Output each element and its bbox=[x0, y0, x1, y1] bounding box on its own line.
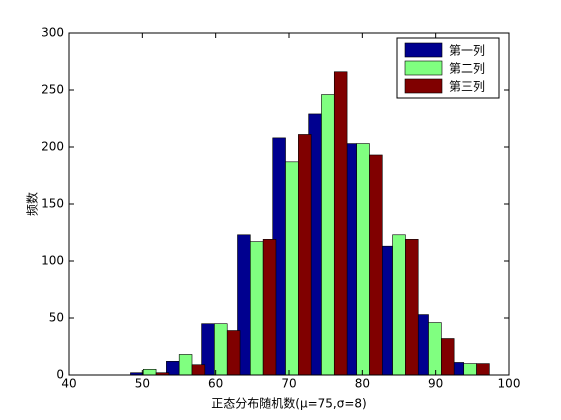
bar bbox=[463, 363, 477, 376]
bar bbox=[285, 161, 299, 376]
bar bbox=[333, 71, 348, 376]
y-tick-label: 250 bbox=[41, 83, 64, 97]
y-axis-label: 频数 bbox=[25, 192, 40, 216]
bar bbox=[392, 234, 406, 376]
bar bbox=[250, 241, 264, 376]
bar bbox=[356, 143, 370, 376]
legend-label: 第二列 bbox=[449, 62, 485, 76]
y-tick-label: 100 bbox=[41, 254, 64, 268]
bar bbox=[191, 364, 206, 376]
x-tick-label: 50 bbox=[135, 377, 150, 391]
bar bbox=[142, 368, 157, 376]
bar bbox=[178, 354, 193, 376]
y-tick-label: 150 bbox=[41, 197, 64, 211]
legend-swatch bbox=[404, 60, 443, 76]
y-tick-label: 300 bbox=[41, 26, 64, 40]
y-tick-label: 0 bbox=[56, 368, 64, 382]
x-axis-label: 正态分布随机数(μ=75,σ=8) bbox=[211, 396, 366, 411]
x-tick-label: 90 bbox=[428, 377, 443, 391]
y-tick-label: 200 bbox=[41, 140, 64, 154]
x-tick-label: 40 bbox=[61, 377, 76, 391]
bar bbox=[321, 94, 335, 376]
x-tick-label: 70 bbox=[281, 377, 296, 391]
legend-label: 第一列 bbox=[449, 44, 485, 58]
bar bbox=[214, 323, 228, 376]
bar bbox=[226, 330, 241, 376]
legend-swatch bbox=[404, 78, 443, 94]
legend-label: 第三列 bbox=[449, 80, 485, 94]
legend-swatch bbox=[404, 42, 443, 58]
x-tick-label: 80 bbox=[355, 377, 370, 391]
bar bbox=[298, 134, 312, 376]
bar bbox=[441, 338, 455, 376]
bar bbox=[369, 154, 383, 376]
bar bbox=[428, 322, 442, 376]
x-tick-label: 100 bbox=[498, 377, 521, 391]
bar bbox=[405, 239, 419, 376]
bar bbox=[476, 363, 490, 376]
x-tick-label: 60 bbox=[208, 377, 223, 391]
bar bbox=[262, 239, 277, 376]
y-tick-label: 50 bbox=[49, 311, 64, 325]
